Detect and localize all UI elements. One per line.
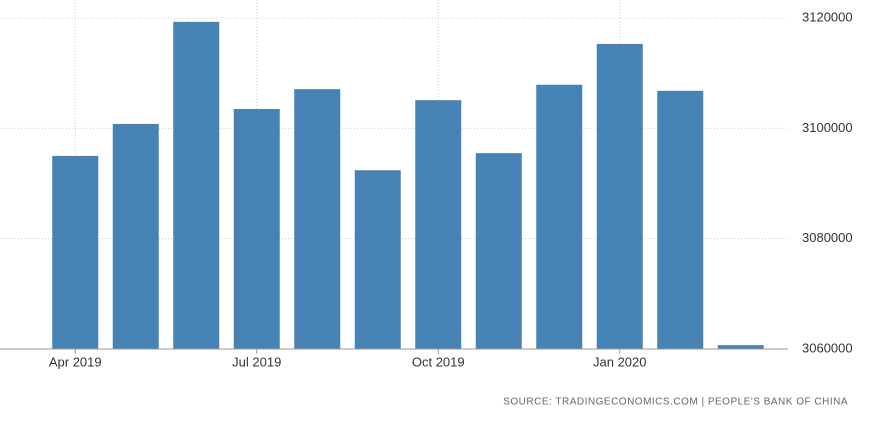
bar [354, 170, 401, 349]
bar [173, 21, 220, 350]
y-tick-label: 3100000 [802, 120, 853, 135]
bar [536, 84, 583, 350]
y-tick-label: 3060000 [802, 340, 853, 355]
x-tick-label: Jul 2019 [232, 354, 281, 369]
bar [233, 109, 280, 350]
x-tick-label: Oct 2019 [412, 354, 465, 369]
bar [475, 153, 522, 349]
bar [294, 89, 341, 349]
bar [415, 100, 462, 349]
bar [112, 123, 159, 349]
x-tick-label: Jan 2020 [593, 354, 647, 369]
y-tick-label: 3080000 [802, 230, 853, 245]
bar [717, 345, 764, 349]
bar [657, 90, 704, 349]
y-tick-label: 3120000 [802, 9, 853, 24]
x-tick-label: Apr 2019 [49, 354, 102, 369]
bar [52, 155, 99, 349]
source: SOURCE: TRADINGECONOMICS.COM | PEOPLE'S … [503, 397, 848, 408]
bar [596, 43, 643, 349]
